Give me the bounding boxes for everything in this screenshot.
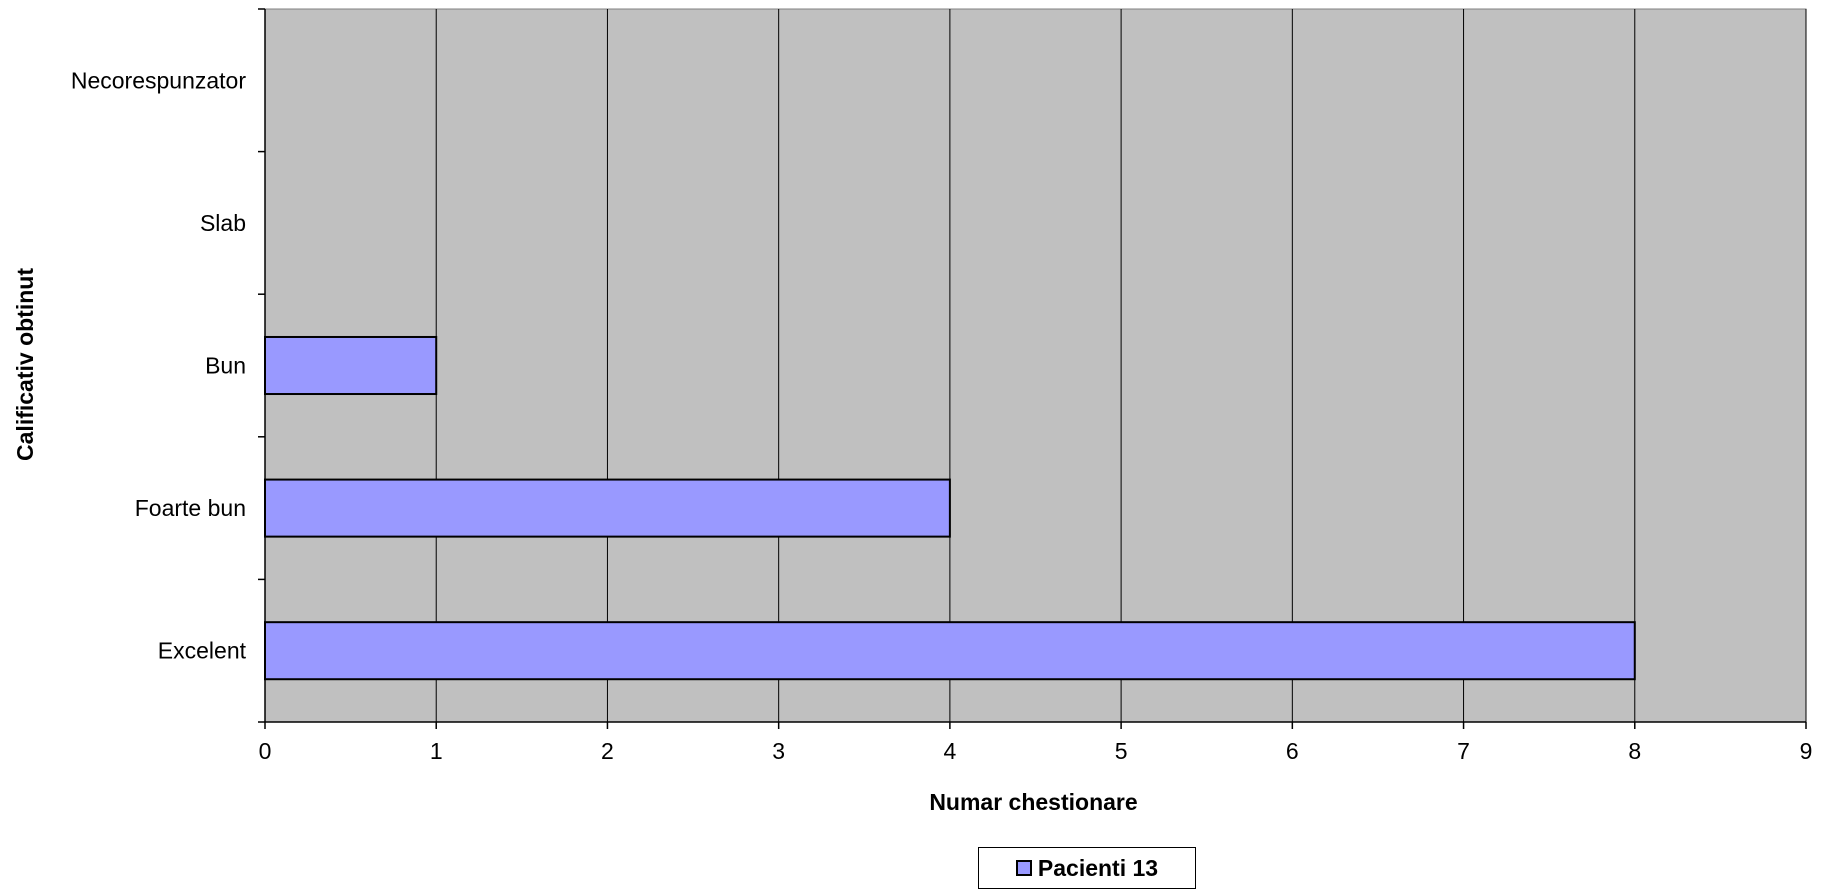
y-tick-label: Bun <box>205 353 246 379</box>
x-tick-label: 4 <box>943 738 956 764</box>
y-tick-label: Excelent <box>158 638 247 664</box>
x-tick-label: 0 <box>259 738 272 764</box>
legend-swatch <box>1015 860 1032 876</box>
y-tick-labels: Excelent Foarte bun Bun Slab Necorespunzator <box>71 67 247 663</box>
axes <box>258 8 1807 729</box>
x-tick-label: 5 <box>1115 738 1128 764</box>
x-tick-label: 3 <box>772 738 785 764</box>
x-tick-label: 6 <box>1286 738 1299 764</box>
bars <box>264 335 1636 681</box>
plot-area <box>264 8 1807 723</box>
x-tick-label: 9 <box>1800 738 1813 764</box>
x-tick-label: 8 <box>1628 738 1641 764</box>
y-tick-label: Necorespunzator <box>71 67 246 93</box>
legend: Pacienti 13 <box>978 847 1196 889</box>
y-axis-title: Calificativ obtinut <box>12 268 38 461</box>
y-tick-label: Slab <box>200 210 246 236</box>
y-tick-label: Foarte bun <box>135 495 246 521</box>
x-tick-label: 2 <box>601 738 614 764</box>
bar <box>264 335 438 396</box>
x-tick-labels: 0 1 2 3 4 5 6 7 8 9 <box>259 738 1813 764</box>
gridlines <box>435 9 1807 722</box>
legend-label: Pacienti 13 <box>1037 854 1159 881</box>
x-tick-label: 1 <box>430 738 443 764</box>
x-tick-label: 7 <box>1457 738 1470 764</box>
bar <box>264 621 1636 681</box>
x-axis-title: Numar chestionare <box>929 789 1137 815</box>
bar <box>264 478 951 538</box>
